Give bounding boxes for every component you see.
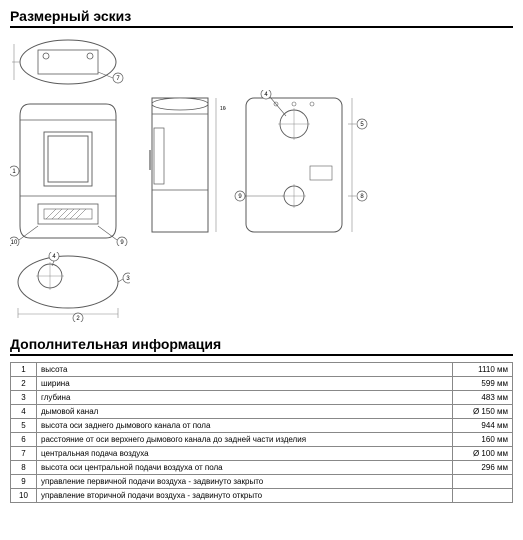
table-row: 8высота оси центральной подачи воздуха о… [11,461,513,475]
table-row: 5высота оси заднего дымового канала от п… [11,419,513,433]
spec-number: 3 [11,391,37,405]
table-row: 6расстояние от оси верхнего дымового кан… [11,433,513,447]
spec-number: 7 [11,447,37,461]
spec-number: 5 [11,419,37,433]
spec-value: 944 мм [453,419,513,433]
spec-value: Ø 100 мм [453,447,513,461]
spec-value: 599 мм [453,377,513,391]
table-row: 3глубина483 мм [11,391,513,405]
table-row: 4дымовой каналØ 150 мм [11,405,513,419]
spec-label: глубина [37,391,453,405]
table-row: 9управление первичной подачи воздуха - з… [11,475,513,489]
table-row: 10управление вторичной подачи воздуха - … [11,489,513,503]
table-row: 7центральная подача воздухаØ 100 мм [11,447,513,461]
spec-value: 1110 мм [453,363,513,377]
spec-number: 6 [11,433,37,447]
spec-number: 10 [11,489,37,503]
spec-label: управление вторичной подачи воздуха - за… [37,489,453,503]
spec-label: высота [37,363,453,377]
spec-number: 1 [11,363,37,377]
rear-view: 4 5 8 9 [232,90,372,240]
front-view: 1 10 9 [10,96,130,246]
spec-label: высота оси заднего дымового канала от по… [37,419,453,433]
spec-label: управление первичной подачи воздуха - за… [37,475,453,489]
spec-number: 8 [11,461,37,475]
table-row: 2ширина599 мм [11,377,513,391]
spec-label: центральная подача воздуха [37,447,453,461]
diagram-col-left: 7 1 10 [10,34,130,322]
spec-value [453,489,513,503]
diagram-col-right: 4 5 8 9 [232,34,372,322]
table-row: 1высота1110 мм [11,363,513,377]
spec-label: высота оси центральной подачи воздуха от… [37,461,453,475]
spec-number: 9 [11,475,37,489]
svg-text:160: 160 [220,106,226,112]
info-title: Дополнительная информация [10,336,513,356]
spec-value: Ø 150 мм [453,405,513,419]
bottom-plan-view: 4 2 3 [10,252,130,322]
spec-value [453,475,513,489]
spec-value: 483 мм [453,391,513,405]
sketch-title: Размерный эскиз [10,8,513,28]
top-plan-view: 7 [10,34,130,90]
diagram-col-mid: 160 [136,34,226,322]
svg-text:10: 10 [11,240,18,246]
spec-number: 2 [11,377,37,391]
spec-label: ширина [37,377,453,391]
spec-value: 160 мм [453,433,513,447]
spec-label: дымовой канал [37,405,453,419]
spec-table: 1высота1110 мм2ширина599 мм3глубина483 м… [10,362,513,503]
spec-label: расстояние от оси верхнего дымового кана… [37,433,453,447]
diagram-area: 7 1 10 [10,34,513,322]
svg-text:3: 3 [126,276,130,282]
side-view: 160 [136,90,226,240]
spec-value: 296 мм [453,461,513,475]
spec-number: 4 [11,405,37,419]
